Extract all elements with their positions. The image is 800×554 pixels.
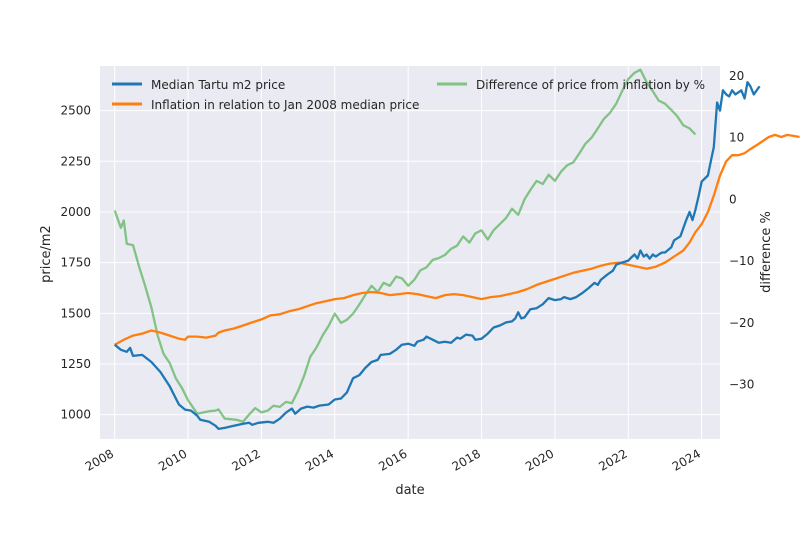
series-lines (113, 68, 800, 431)
y-right-tick-label: −30 (729, 378, 754, 392)
y-left-tick-label: 1000 (60, 408, 91, 422)
y-left-tick-label: 1500 (60, 306, 91, 320)
y-axis-right-ticks: 20 10 0 −10 −20 −30 (729, 69, 754, 392)
x-tick-label: 2020 (523, 446, 556, 473)
plot-area (100, 66, 720, 439)
y-axis-right-label: difference % (759, 211, 774, 293)
x-axis-label: date (395, 483, 424, 498)
legend-label-median-price: Median Tartu m2 price (151, 78, 285, 92)
y-right-tick-label: 0 (729, 192, 737, 206)
legend-label-difference: Difference of price from inflation by % (476, 78, 705, 92)
x-axis-ticks: 2008 2010 2012 2014 2016 2018 2020 2022 2024 (83, 446, 703, 473)
series-line (113, 68, 697, 423)
y-right-tick-label: −10 (729, 254, 754, 268)
x-tick-label: 2010 (156, 446, 189, 473)
series-line (114, 133, 800, 346)
x-tick-label: 2018 (450, 446, 483, 473)
y-left-tick-label: 1750 (60, 256, 91, 270)
series-line (113, 81, 761, 431)
legend: Median Tartu m2 price Inflation in relat… (112, 78, 705, 112)
y-left-tick-label: 1250 (60, 357, 91, 371)
y-axis-left-ticks: 1000 1250 1500 1750 2000 2250 2500 (60, 104, 91, 422)
legend-label-inflation: Inflation in relation to Jan 2008 median… (151, 98, 419, 112)
x-tick-label: 2024 (670, 446, 703, 473)
x-tick-label: 2016 (376, 446, 409, 473)
y-left-tick-label: 2250 (60, 154, 91, 168)
x-tick-label: 2008 (83, 446, 116, 473)
y-left-tick-label: 2000 (60, 205, 91, 219)
x-tick-label: 2014 (303, 446, 336, 473)
y-left-tick-label: 2500 (60, 104, 91, 118)
y-right-tick-label: −20 (729, 316, 754, 330)
y-axis-left-label: price/m2 (39, 225, 54, 283)
y-right-tick-label: 20 (729, 69, 744, 83)
x-tick-label: 2012 (229, 446, 262, 473)
x-tick-label: 2022 (596, 446, 629, 473)
y-right-tick-label: 10 (729, 131, 744, 145)
